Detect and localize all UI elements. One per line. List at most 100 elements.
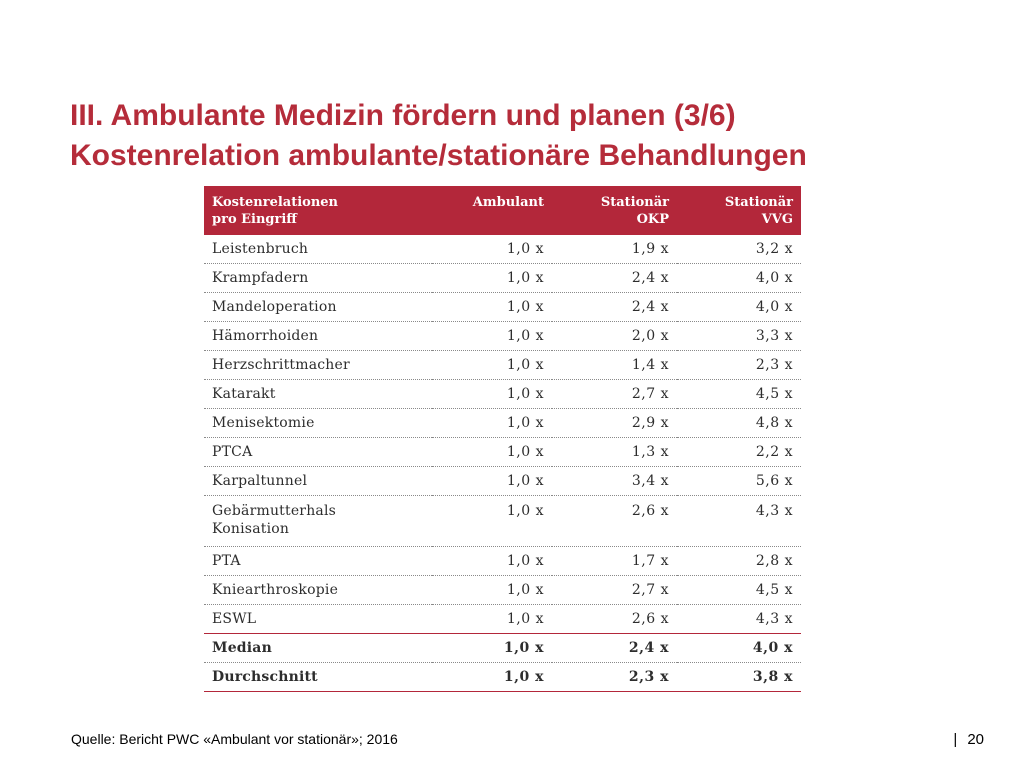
table-row: Kniearthroskopie 1,0 x 2,7 x 4,5 x: [204, 575, 801, 605]
okp-value: 2,9 x: [552, 408, 677, 438]
page-separator: |: [953, 731, 958, 748]
ambulant-value: 1,0 x: [432, 292, 552, 322]
procedure-name: Menisektomie: [204, 408, 432, 438]
procedure-name: Herzschrittmacher: [204, 350, 432, 380]
ambulant-value: 1,0 x: [432, 235, 552, 264]
procedure-name: PTA: [204, 546, 432, 576]
vvg-value: 5,6 x: [677, 466, 801, 496]
procedure-name: Hämorrhoiden: [204, 321, 432, 351]
okp-value: 2,6 x: [552, 604, 677, 634]
ambulant-value: 1,0 x: [432, 466, 552, 496]
ambulant-value: 1,0 x: [432, 633, 552, 663]
source-citation: Quelle: Bericht PWC «Ambulant vor statio…: [71, 731, 398, 747]
vvg-value: 2,3 x: [677, 350, 801, 380]
page-number: 20: [967, 731, 984, 748]
okp-value: 1,3 x: [552, 437, 677, 467]
okp-value: 2,3 x: [552, 662, 677, 692]
slide-title: III. Ambulante Medizin fördern und plane…: [70, 96, 970, 176]
okp-value: 2,4 x: [552, 263, 677, 293]
procedure-name: Krampfadern: [204, 263, 432, 293]
header-stationaer-okp: Stationär OKP: [552, 186, 677, 235]
table-row: Katarakt 1,0 x 2,7 x 4,5 x: [204, 379, 801, 409]
procedure-name: Kniearthroskopie: [204, 575, 432, 605]
table-row: Hämorrhoiden 1,0 x 2,0 x 3,3 x: [204, 321, 801, 351]
header-okp-line-2: OKP: [636, 212, 669, 227]
summary-label: Durchschnitt: [204, 662, 432, 692]
table-row: Menisektomie 1,0 x 2,9 x 4,8 x: [204, 408, 801, 438]
vvg-value: 2,2 x: [677, 437, 801, 467]
ambulant-value: 1,0 x: [432, 379, 552, 409]
vvg-value: 4,0 x: [677, 292, 801, 322]
header-vvg-line-2: VVG: [761, 212, 793, 227]
okp-value: 1,9 x: [552, 235, 677, 264]
cost-relation-table: Kostenrelationen pro Eingriff Ambulant S…: [204, 186, 801, 692]
vvg-value: 4,3 x: [677, 604, 801, 634]
ambulant-value: 1,0 x: [432, 408, 552, 438]
vvg-value: 4,0 x: [677, 263, 801, 293]
header-procedure-line-1: Kostenrelationen: [212, 195, 339, 210]
procedure-name: PTCA: [204, 437, 432, 467]
procedure-name-line-2: Konisation: [212, 521, 290, 537]
procedure-name: Leistenbruch: [204, 235, 432, 264]
ambulant-value: 1,0 x: [432, 575, 552, 605]
okp-value: 2,4 x: [552, 292, 677, 322]
vvg-value: 3,3 x: [677, 321, 801, 351]
procedure-name: ESWL: [204, 604, 432, 634]
procedure-name: Karpaltunnel: [204, 466, 432, 496]
vvg-value: 4,8 x: [677, 408, 801, 438]
ambulant-value: 1,0 x: [432, 604, 552, 634]
ambulant-value: 1,0 x: [432, 321, 552, 351]
header-ambulant: Ambulant: [432, 186, 552, 235]
table-row: PTCA 1,0 x 1,3 x 2,2 x: [204, 437, 801, 467]
okp-value: 2,6 x: [552, 495, 677, 547]
okp-value: 2,7 x: [552, 575, 677, 605]
summary-row-average: Durchschnitt 1,0 x 2,3 x 3,8 x: [204, 662, 801, 692]
slide-title-line-1: III. Ambulante Medizin fördern und plane…: [70, 99, 736, 132]
okp-value: 3,4 x: [552, 466, 677, 496]
table-header-row: Kostenrelationen pro Eingriff Ambulant S…: [204, 186, 801, 235]
vvg-value: 3,8 x: [677, 662, 801, 692]
table-row: ESWL 1,0 x 2,6 x 4,3 x: [204, 604, 801, 634]
header-vvg-line-1: Stationär: [724, 195, 793, 210]
table-header: Kostenrelationen pro Eingriff Ambulant S…: [204, 186, 801, 235]
vvg-value: 4,3 x: [677, 495, 801, 547]
okp-value: 2,0 x: [552, 321, 677, 351]
table-row: Herzschrittmacher 1,0 x 1,4 x 2,3 x: [204, 350, 801, 380]
okp-value: 2,7 x: [552, 379, 677, 409]
okp-value: 2,4 x: [552, 633, 677, 663]
ambulant-value: 1,0 x: [432, 495, 552, 547]
ambulant-value: 1,0 x: [432, 437, 552, 467]
vvg-value: 2,8 x: [677, 546, 801, 576]
header-okp-line-1: Stationär: [600, 195, 669, 210]
table-row: Mandeloperation 1,0 x 2,4 x 4,0 x: [204, 292, 801, 322]
vvg-value: 4,5 x: [677, 575, 801, 605]
vvg-value: 3,2 x: [677, 235, 801, 264]
procedure-name-line-1: Gebärmutterhals: [212, 503, 337, 519]
header-procedure-line-2: pro Eingriff: [212, 212, 297, 227]
slide-title-line-2: Kostenrelation ambulante/stationäre Beha…: [70, 139, 807, 172]
okp-value: 1,7 x: [552, 546, 677, 576]
page-footer: | 20: [953, 731, 984, 748]
ambulant-value: 1,0 x: [432, 350, 552, 380]
table-row: Karpaltunnel 1,0 x 3,4 x 5,6 x: [204, 466, 801, 496]
summary-label: Median: [204, 633, 432, 663]
header-procedure: Kostenrelationen pro Eingriff: [204, 186, 432, 235]
ambulant-value: 1,0 x: [432, 662, 552, 692]
cost-relation-table-container: Kostenrelationen pro Eingriff Ambulant S…: [204, 186, 801, 692]
procedure-name: Mandeloperation: [204, 292, 432, 322]
ambulant-value: 1,0 x: [432, 546, 552, 576]
table-row: Leistenbruch 1,0 x 1,9 x 3,2 x: [204, 235, 801, 264]
ambulant-value: 1,0 x: [432, 263, 552, 293]
table-body: Leistenbruch 1,0 x 1,9 x 3,2 x Krampfade…: [204, 235, 801, 692]
vvg-value: 4,5 x: [677, 379, 801, 409]
summary-row-median: Median 1,0 x 2,4 x 4,0 x: [204, 633, 801, 663]
table-row: PTA 1,0 x 1,7 x 2,8 x: [204, 546, 801, 576]
vvg-value: 4,0 x: [677, 633, 801, 663]
table-row: Gebärmutterhals Konisation 1,0 x 2,6 x 4…: [204, 495, 801, 547]
header-stationaer-vvg: Stationär VVG: [677, 186, 801, 235]
procedure-name: Katarakt: [204, 379, 432, 409]
header-ambulant-line-1: Ambulant: [472, 195, 544, 210]
okp-value: 1,4 x: [552, 350, 677, 380]
procedure-name: Gebärmutterhals Konisation: [204, 495, 432, 547]
table-row: Krampfadern 1,0 x 2,4 x 4,0 x: [204, 263, 801, 293]
